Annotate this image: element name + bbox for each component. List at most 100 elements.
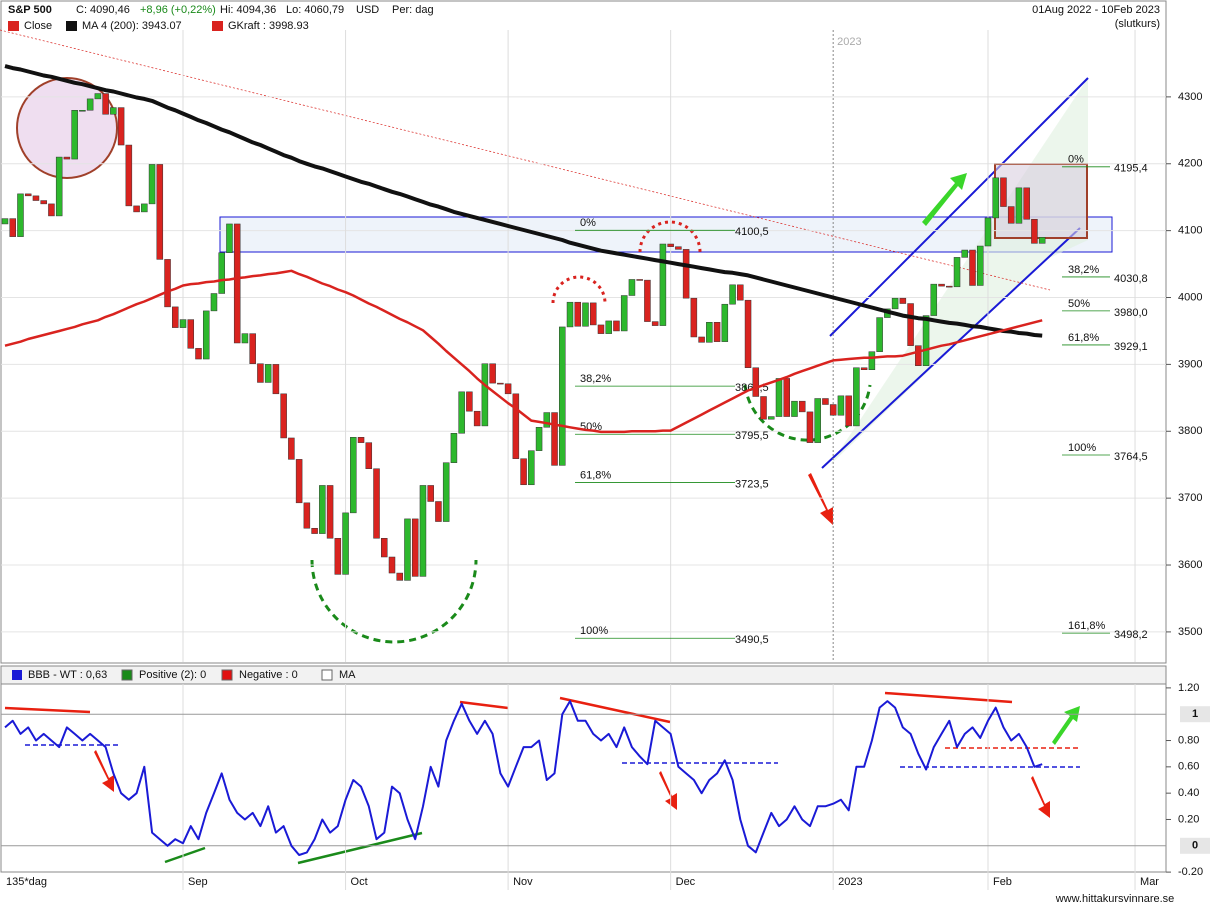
top-circle: [16, 77, 118, 179]
y-tick-label: 0.40: [1178, 787, 1199, 799]
candle: [775, 378, 783, 417]
candle: [342, 512, 349, 575]
candle: [984, 217, 992, 247]
x-tick-label: Feb: [993, 876, 1012, 888]
candle: [63, 156, 71, 160]
candle: [388, 556, 396, 574]
candle: [326, 485, 334, 539]
fib-pct: 0%: [1068, 154, 1084, 166]
candle: [210, 293, 218, 312]
div-line: [297, 831, 423, 865]
candle: [442, 462, 450, 522]
candle: [1000, 177, 1007, 207]
candle: [667, 243, 674, 247]
legend-label: GKraft : 3998.93: [228, 20, 309, 32]
candle: [133, 205, 140, 213]
candle: [303, 502, 311, 529]
candle: [706, 322, 713, 343]
y-tick-label: 0.80: [1178, 734, 1199, 746]
candle: [582, 302, 589, 327]
candle: [179, 319, 187, 328]
high-label: Hi: 4094,36: [220, 4, 276, 16]
candle: [481, 363, 489, 427]
legend-swatch: [321, 669, 333, 681]
candle: [264, 364, 272, 383]
legend-label: Close: [24, 20, 52, 32]
candle: [783, 378, 790, 417]
candle: [806, 411, 814, 443]
fib-pct: 100%: [580, 625, 608, 637]
candle: [71, 110, 78, 160]
candle: [419, 485, 427, 577]
candle: [566, 301, 574, 328]
y-tick-label: 3800: [1178, 425, 1202, 437]
candle: [636, 279, 643, 281]
candle: [381, 538, 388, 558]
fib-value: 4030,8: [1114, 273, 1148, 285]
period-label: 135*dag: [6, 876, 47, 888]
candle: [798, 400, 806, 413]
channel-line: [821, 227, 1081, 469]
candle: [613, 320, 620, 332]
candle: [752, 367, 760, 397]
candle: [1038, 237, 1046, 244]
legend-label: Negative : 0: [239, 669, 298, 681]
candle: [969, 249, 976, 286]
candle: [961, 249, 969, 258]
candle: [729, 284, 736, 305]
fib-value: 3498,2: [1114, 629, 1148, 641]
candle: [597, 324, 605, 334]
candle: [543, 412, 551, 428]
legend-swatch: [121, 669, 133, 681]
legend-swatch: [221, 669, 233, 681]
candle: [644, 279, 651, 322]
y-tick-label: -0.20: [1178, 866, 1203, 878]
candle: [497, 382, 504, 385]
candle: [86, 98, 94, 111]
fib-pct: 38,2%: [1068, 264, 1099, 276]
candle: [698, 336, 705, 343]
candle: [48, 203, 55, 217]
candle: [713, 322, 721, 342]
candle: [930, 283, 938, 316]
div-line: [559, 696, 671, 724]
y-tick-label: 4100: [1178, 225, 1202, 237]
fib-pct: 38,2%: [580, 373, 611, 385]
candle: [1031, 219, 1038, 244]
candle: [32, 195, 40, 201]
fib-pct: 100%: [1068, 442, 1096, 454]
up-arrow: [1052, 706, 1080, 745]
candle: [768, 416, 775, 420]
candle: [690, 297, 698, 338]
candle: [822, 398, 829, 405]
candle: [946, 285, 953, 288]
candle: [651, 321, 659, 326]
div-line: [884, 691, 1013, 704]
candle: [334, 538, 342, 575]
down-arrow: [659, 771, 677, 810]
top-arc: [551, 275, 607, 304]
candle: [404, 518, 411, 581]
candle: [1023, 187, 1030, 220]
y-tick-label: 4200: [1178, 158, 1202, 170]
change-label: +8,96 (+0,22%): [140, 4, 216, 16]
candle: [17, 193, 24, 237]
candle: [860, 367, 868, 370]
candle: [512, 393, 520, 459]
fib-pct: 61,8%: [580, 469, 611, 481]
candle: [760, 396, 767, 420]
candle: [164, 259, 171, 308]
indicator-legend-bar: [0, 665, 1167, 685]
x-tick-label: Oct: [351, 876, 368, 888]
candle: [953, 257, 961, 288]
fib-pct: 161,8%: [1068, 620, 1106, 632]
candle: [589, 302, 597, 326]
candle: [876, 317, 883, 352]
candle: [551, 412, 558, 466]
chart-title: S&P 500: [8, 4, 52, 16]
candle: [853, 367, 860, 427]
candle: [102, 93, 109, 115]
candle: [233, 223, 241, 344]
series-line: [4, 700, 1043, 856]
